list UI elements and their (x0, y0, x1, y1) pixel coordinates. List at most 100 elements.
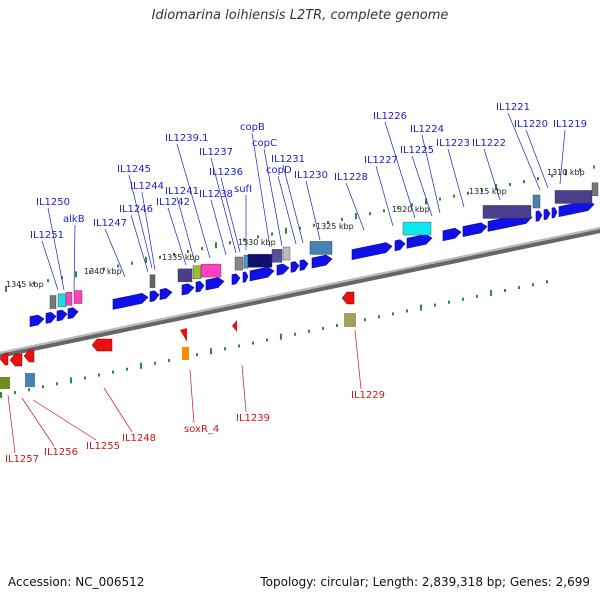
forward-gene-label: IL1241 (165, 186, 199, 197)
feature-block (234, 256, 244, 271)
scale-tick (411, 203, 413, 207)
forward-gene-arrow (535, 210, 543, 222)
forward-gene-arrow (551, 207, 558, 219)
scale-label: 1325 kbp (316, 222, 354, 231)
reverse-scale-tick (28, 388, 30, 392)
forward-gene-label: IL1236 (209, 167, 243, 178)
scale-label: 1335 kbp (162, 253, 200, 262)
forward-leader-line (411, 155, 433, 217)
forward-gene-label: IL1220 (514, 119, 548, 130)
reverse-scale-tick (294, 332, 296, 336)
forward-gene-label: IL1237 (199, 147, 233, 158)
forward-gene-arrow (45, 311, 57, 324)
forward-leader-line (73, 224, 76, 291)
feature-blocks (49, 182, 599, 309)
reverse-scale-tick (0, 391, 2, 398)
reverse-scale-tick (42, 385, 44, 389)
reverse-scale-tick (210, 348, 212, 355)
feature-block (482, 205, 532, 219)
reverse-scale-tick (224, 347, 226, 351)
reverse-leader-line (189, 369, 195, 424)
reverse-scale-tick (448, 300, 450, 304)
scale-tick (425, 198, 427, 205)
forward-gene-label: IL1239.1 (165, 133, 209, 144)
scale-tick (383, 209, 385, 213)
scale-label: 1315 kbp (469, 187, 507, 196)
reverse-scale-tick (84, 376, 86, 380)
reverse-feature-block (25, 373, 35, 387)
forward-leader-line (210, 199, 227, 256)
reverse-scale-ticks (0, 280, 548, 398)
forward-leader-line (421, 134, 441, 214)
reverse-scale-tick (266, 338, 268, 342)
feature-block (57, 293, 67, 308)
forward-leader-line (282, 164, 304, 244)
reverse-scale-tick (56, 382, 58, 386)
forward-gene-arrow (112, 293, 149, 310)
reverse-gene-label: IL1256 (44, 447, 78, 458)
reverse-gene-label: IL1229 (351, 390, 385, 401)
forward-gene-arrow (159, 288, 173, 300)
forward-leader-line (128, 174, 153, 269)
scale-tick (271, 232, 273, 236)
genome-backbone (0, 227, 600, 358)
scale-tick (257, 235, 259, 239)
scale-tick (215, 242, 217, 249)
forward-gene-label: IL1251 (30, 230, 64, 241)
scale-tick (369, 212, 371, 216)
scale-tick (33, 282, 35, 286)
forward-leader-line (176, 196, 196, 264)
forward-leader-line (141, 191, 156, 271)
scale-tick (523, 180, 525, 184)
reverse-leader-line (7, 394, 16, 454)
forward-gene-label: IL1245 (117, 164, 151, 175)
reverse-scale-tick (462, 297, 464, 301)
reverse-scale-tick (420, 304, 422, 311)
forward-gene-label: copB (240, 122, 265, 133)
forward-gene-arrow (394, 239, 406, 252)
reverse-scale-tick (196, 353, 198, 357)
forward-gene-label: alkB (63, 214, 85, 225)
reverse-feature-block (344, 313, 356, 327)
reverse-scale-tick (518, 286, 520, 290)
reverse-leader-line (354, 329, 362, 390)
scale-tick (509, 183, 511, 187)
forward-gene-arrow (242, 271, 249, 283)
forward-gene-label: IL1223 (436, 138, 470, 149)
forward-leader-line (167, 207, 187, 266)
reverse-leader-line (241, 364, 247, 413)
forward-gene-arrow (231, 273, 241, 286)
scale-label: 1310 kbp (547, 168, 585, 177)
reverse-scale-tick (322, 326, 324, 330)
reverse-leader-line (32, 399, 97, 441)
forward-leader-line (507, 112, 541, 191)
feature-block (49, 295, 57, 309)
forward-gene-arrow (56, 309, 68, 322)
forward-gene-label: IL1226 (373, 111, 407, 122)
scale-tick (173, 252, 175, 256)
feature-block (591, 182, 599, 196)
feature-block (282, 246, 291, 261)
forward-leader-line (483, 148, 501, 201)
scale-tick (61, 276, 63, 280)
forward-gene-label: IL1230 (294, 170, 328, 181)
reverse-scale-tick (280, 333, 282, 340)
scale-label: 1330 kbp (238, 238, 276, 247)
reverse-scale-tick (140, 362, 142, 369)
topology-text: Topology: circular; Length: 2,839,318 bp… (260, 575, 590, 589)
forward-gene-arrow (67, 307, 79, 320)
accession-text: Accession: NC_006512 (8, 575, 145, 589)
feature-block (177, 268, 193, 283)
forward-gene-arrow (311, 254, 333, 269)
scale-tick (551, 174, 553, 178)
forward-gene-label: copD (266, 165, 292, 176)
forward-gene-label: IL1221 (496, 102, 530, 113)
scale-tick (187, 250, 189, 254)
scale-tick (537, 177, 539, 181)
forward-gene-arrow (462, 222, 488, 237)
reverse-scale-tick (490, 289, 492, 296)
forward-leader-line (47, 207, 65, 291)
reverse-scale-tick (126, 367, 128, 371)
reverse-feature-block (182, 347, 189, 360)
